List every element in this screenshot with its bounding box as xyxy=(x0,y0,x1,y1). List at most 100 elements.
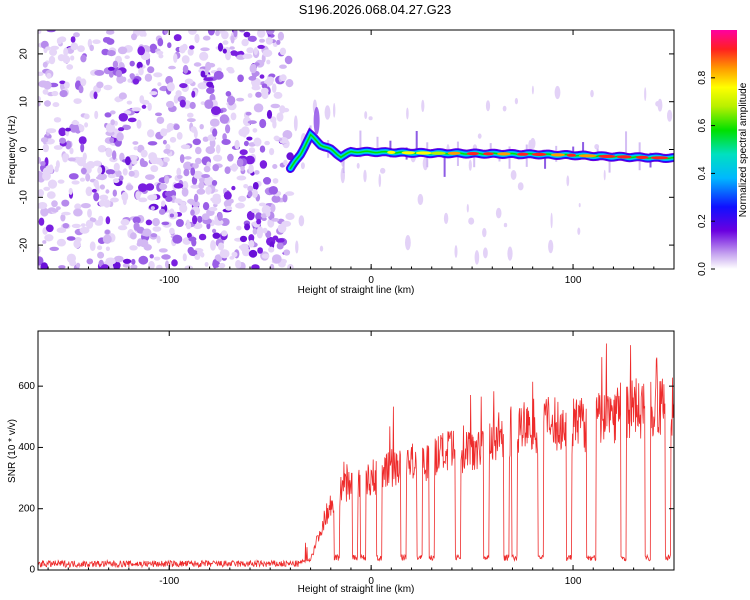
noise-blob xyxy=(187,198,195,204)
noise-blob xyxy=(239,149,248,156)
noise-blob xyxy=(198,233,207,241)
noise-blob xyxy=(206,87,215,94)
faint-blob xyxy=(298,215,305,227)
noise-blob xyxy=(165,260,169,269)
colorbar-ticks: 0.0 0.2 0.4 0.6 0.8 xyxy=(697,70,715,276)
faint-blob xyxy=(468,217,475,225)
faint-blob xyxy=(495,207,502,219)
noise-blob xyxy=(244,223,251,231)
noise-blob xyxy=(248,164,254,174)
noise-blob xyxy=(118,92,127,100)
noise-blob xyxy=(168,65,176,70)
noise-blob xyxy=(173,53,178,63)
noise-blob xyxy=(38,202,48,210)
noise-blob xyxy=(78,136,87,145)
noise-blob xyxy=(49,48,58,56)
noise-blob xyxy=(166,82,175,92)
noise-blob xyxy=(165,196,173,203)
noise-blob xyxy=(158,161,164,167)
noise-blob xyxy=(79,226,90,234)
noise-blob xyxy=(149,91,158,96)
noise-blob xyxy=(222,133,227,141)
noise-blob xyxy=(109,137,115,143)
noise-blob xyxy=(207,30,215,36)
noise-blob xyxy=(45,224,54,233)
noise-blob xyxy=(136,241,142,247)
noise-blob xyxy=(230,50,238,56)
noise-blob xyxy=(203,165,211,173)
noise-blob xyxy=(156,50,164,55)
noise-blob xyxy=(202,35,211,41)
noise-blob xyxy=(48,55,56,65)
spectrogram-x-tick-label: 100 xyxy=(565,275,582,286)
noise-blob xyxy=(131,159,138,165)
noise-blob xyxy=(179,83,188,89)
signal-streak xyxy=(582,142,585,158)
noise-blob xyxy=(159,183,168,190)
noise-blob xyxy=(139,95,145,104)
noise-blob xyxy=(40,262,49,269)
noise-blob xyxy=(262,49,273,57)
noise-blob xyxy=(60,214,66,222)
noise-blob xyxy=(276,112,284,122)
noise-blob xyxy=(277,31,284,41)
noise-blob xyxy=(190,126,197,133)
faint-blob xyxy=(468,159,472,171)
noise-blob xyxy=(80,54,87,63)
noise-blob xyxy=(131,107,142,112)
noise-blob xyxy=(156,235,161,244)
noise-blob xyxy=(192,163,199,169)
faint-blob xyxy=(485,100,491,112)
noise-blob xyxy=(222,40,229,45)
noise-blob xyxy=(61,199,70,207)
noise-blob xyxy=(69,123,79,133)
noise-blob xyxy=(150,206,155,211)
noise-blob xyxy=(271,254,282,264)
noise-blob xyxy=(70,55,75,61)
noise-blob xyxy=(284,55,293,65)
noise-blob xyxy=(199,124,204,130)
colorbar-tick-label: 0.0 xyxy=(697,262,708,276)
spectrogram-signal xyxy=(285,106,674,177)
noise-blob xyxy=(159,87,165,91)
noise-blob xyxy=(191,90,196,98)
noise-blob xyxy=(53,145,63,150)
noise-blob xyxy=(176,174,183,179)
noise-blob xyxy=(279,64,287,69)
noise-blob xyxy=(237,176,246,181)
noise-blob xyxy=(152,218,160,227)
noise-blob xyxy=(209,118,220,127)
signal-hotspot xyxy=(466,152,479,156)
noise-blob xyxy=(224,166,231,174)
noise-blob xyxy=(272,164,278,169)
noise-blob xyxy=(261,90,269,100)
noise-blob xyxy=(213,70,224,80)
noise-blob xyxy=(252,128,258,133)
faint-blob xyxy=(550,212,553,229)
noise-blob xyxy=(59,90,68,98)
noise-blob xyxy=(44,157,49,167)
noise-blob xyxy=(197,82,208,90)
noise-blob xyxy=(197,215,203,223)
noise-blob xyxy=(181,187,189,197)
noise-blob xyxy=(136,61,143,69)
noise-blob xyxy=(156,264,163,269)
noise-blob xyxy=(80,78,87,87)
noise-blob xyxy=(164,190,174,197)
colorbar: 0.0 0.2 0.4 0.6 0.8 Normalized spectral ampl… xyxy=(697,30,749,276)
noise-blob xyxy=(127,78,132,83)
faint-blob xyxy=(477,133,482,139)
noise-blob xyxy=(265,210,271,218)
noise-blob xyxy=(199,51,209,61)
noise-blob xyxy=(38,71,44,76)
noise-blob xyxy=(251,264,260,269)
noise-blob xyxy=(91,188,97,193)
noise-blob xyxy=(42,240,47,244)
signal-hotspot xyxy=(497,152,511,156)
noise-blob xyxy=(132,141,139,145)
chart-title: S196.2026.068.04.27.G23 xyxy=(298,2,452,17)
noise-blob xyxy=(269,263,275,269)
noise-blob xyxy=(190,167,196,176)
noise-blob xyxy=(172,234,183,244)
